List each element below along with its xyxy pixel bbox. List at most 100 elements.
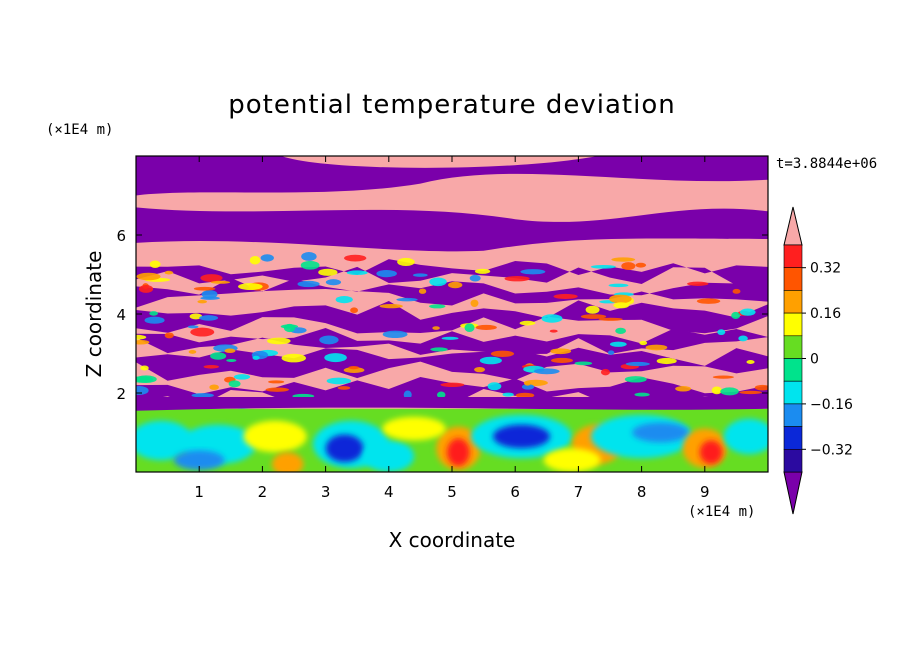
filament-speck — [585, 305, 600, 314]
filament-speck — [432, 326, 440, 330]
filament-speck — [233, 374, 251, 380]
colorbar-segment — [783, 403, 803, 427]
filament-speck — [621, 262, 636, 271]
mid-purple-filament — [136, 277, 768, 308]
y-tick-label: 4 — [116, 306, 126, 324]
y-unit-label: (×1E4 m) — [46, 122, 113, 138]
filament-speck — [580, 314, 607, 319]
mid-purple-filament — [136, 300, 768, 334]
colorbar-segment — [783, 267, 803, 291]
filament-speck — [732, 288, 741, 294]
colorbar-tick-label: −0.16 — [810, 397, 853, 413]
filament-speck — [188, 349, 197, 354]
x-axis-label: X coordinate — [389, 528, 516, 552]
filament-speck — [300, 260, 320, 270]
filament-speck — [136, 334, 147, 340]
filament-speck — [607, 350, 615, 355]
filament-speck — [397, 257, 415, 267]
filament-speck — [281, 353, 307, 363]
filament-speck — [396, 297, 418, 302]
filament-speck — [609, 294, 632, 304]
mid-upper-purple-band — [136, 207, 768, 252]
filament-speck — [210, 280, 231, 284]
time-label: t=3.8844e+06 — [776, 156, 877, 172]
filament-speck — [326, 377, 352, 385]
convective-cell — [446, 438, 470, 467]
colorbar-tick-label: −0.32 — [810, 442, 853, 458]
filament-speck — [524, 381, 531, 386]
filament-speck — [746, 360, 755, 364]
filament-speck — [224, 348, 236, 353]
filament-speck — [717, 329, 726, 336]
filament-speck — [136, 386, 149, 395]
filament-speck — [613, 302, 630, 309]
filament-speck — [318, 268, 338, 276]
chart-title: potential temperature deviation — [228, 90, 675, 120]
filament-speck — [519, 320, 536, 326]
filament-speck — [238, 283, 263, 291]
filament-speck — [521, 384, 535, 390]
filament-speck — [187, 325, 199, 329]
filament-speck — [140, 365, 149, 371]
filament-speck — [609, 341, 627, 347]
filament-speck — [144, 316, 165, 324]
filament-speck — [337, 386, 351, 390]
filament-speck — [149, 311, 159, 316]
filament-speck — [136, 272, 161, 281]
convective-cell — [136, 420, 193, 461]
filament-speck — [515, 392, 535, 399]
lower-layer-top-edge — [136, 396, 768, 411]
filament-speck — [448, 281, 463, 289]
filament-speck — [190, 327, 215, 337]
filament-speck — [228, 380, 241, 388]
filament-speck — [550, 348, 572, 355]
colorbar-segment — [783, 312, 803, 337]
convective-cell — [632, 422, 689, 443]
filament-speck — [343, 367, 365, 374]
x-tick-label: 4 — [384, 483, 394, 501]
filament-speck — [210, 352, 227, 360]
filament-speck — [739, 308, 756, 316]
filament-speck — [335, 296, 353, 304]
filament-speck — [199, 315, 219, 321]
filament-speck — [533, 368, 560, 375]
colorbar-segment — [783, 426, 803, 450]
filament-speck — [297, 280, 320, 288]
plot-area — [136, 156, 768, 472]
mid-purple-filament — [136, 347, 768, 381]
filament-speck — [625, 361, 650, 367]
filament-speck — [379, 304, 403, 309]
filament-speck — [645, 344, 668, 351]
x-tick-label: 6 — [510, 483, 520, 501]
x-tick-label: 3 — [321, 483, 331, 501]
filament-speck — [260, 254, 274, 262]
filament-speck — [590, 265, 616, 269]
colorbar: 0.32 0.16 0 −0.16 −0.32 — [783, 206, 853, 515]
filament-speck — [324, 353, 347, 363]
filament-speck — [608, 283, 629, 288]
filament-speck — [265, 387, 289, 392]
filament-speck — [344, 254, 367, 262]
filament-speck — [376, 269, 397, 278]
colorbar-segment — [783, 290, 803, 314]
filament-speck — [624, 376, 647, 383]
filament-speck — [611, 257, 636, 262]
filament-speck — [656, 357, 677, 365]
x-tick-label: 7 — [574, 483, 584, 501]
filament-speck — [469, 274, 481, 282]
convective-cell — [173, 450, 225, 471]
filament-speck — [348, 365, 360, 370]
filament-speck — [226, 358, 237, 363]
filament-speck — [551, 357, 573, 363]
convective-cell — [243, 420, 307, 453]
y-axis-label: Z coordinate — [82, 251, 106, 378]
colorbar-min-extension — [783, 471, 803, 515]
convective-cell — [493, 424, 550, 449]
filament-speck — [598, 317, 623, 321]
filament-speck — [464, 323, 475, 332]
filament-speck — [197, 299, 207, 304]
filament-speck — [490, 350, 515, 358]
filament-speck — [441, 336, 459, 340]
convective-cell — [363, 440, 415, 472]
